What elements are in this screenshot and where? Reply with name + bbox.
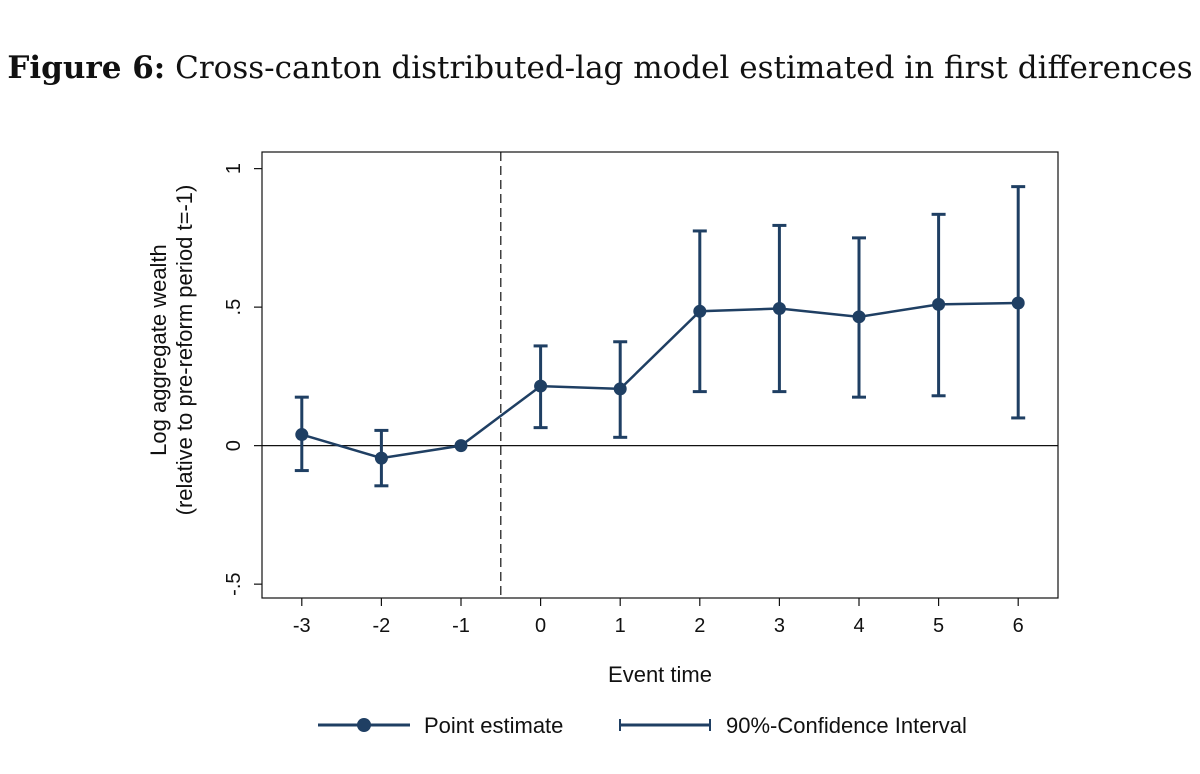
x-tick-label: 1 [615,615,626,637]
figure-title: Figure 6: Cross-canton distributed-lag m… [0,50,1200,86]
point-estimate-marker [1011,296,1025,310]
x-tick-label: 0 [535,615,546,637]
y-axis-label-line2: (relative to pre-reform period t=-1) [172,185,197,516]
point-estimate-marker [852,310,866,324]
legend-point-marker [357,718,371,732]
legend-ci-label: 90%-Confidence Interval [726,713,967,738]
x-tick-label: 6 [1013,615,1024,637]
plot-area [261,151,1059,599]
point-estimate-marker [454,439,468,453]
point-estimate-marker [374,451,388,465]
point-estimate-marker [613,382,627,396]
x-axis-label: Event time [608,662,712,687]
x-tick-label: -2 [373,615,391,637]
point-estimate-marker [772,302,786,316]
figure-label: Figure 6: [7,50,166,86]
x-tick-label: 2 [694,615,705,637]
y-tick-label: 1 [223,163,245,174]
point-estimate-marker [295,428,309,442]
point-estimate-marker [932,297,946,311]
x-tick-label: 3 [774,615,785,637]
y-axis-label-line1: Log aggregate wealth [146,244,171,456]
x-tick-label: 5 [933,615,944,637]
x-tick-label: -3 [293,615,311,637]
y-tick-label: 0 [223,440,245,451]
y-tick-label: -.5 [223,572,245,595]
y-tick-label: .5 [223,299,245,316]
point-estimate-marker [534,379,548,393]
x-tick-label: 4 [853,615,864,637]
figure-caption: Cross-canton distributed-lag model estim… [175,50,1193,86]
point-estimate-line [301,301,1019,460]
x-tick-label: -1 [452,615,470,637]
point-estimate-marker [693,304,707,318]
legend-point-label: Point estimate [424,713,563,738]
legend: Point estimate 90%-Confidence Interval [318,713,967,738]
